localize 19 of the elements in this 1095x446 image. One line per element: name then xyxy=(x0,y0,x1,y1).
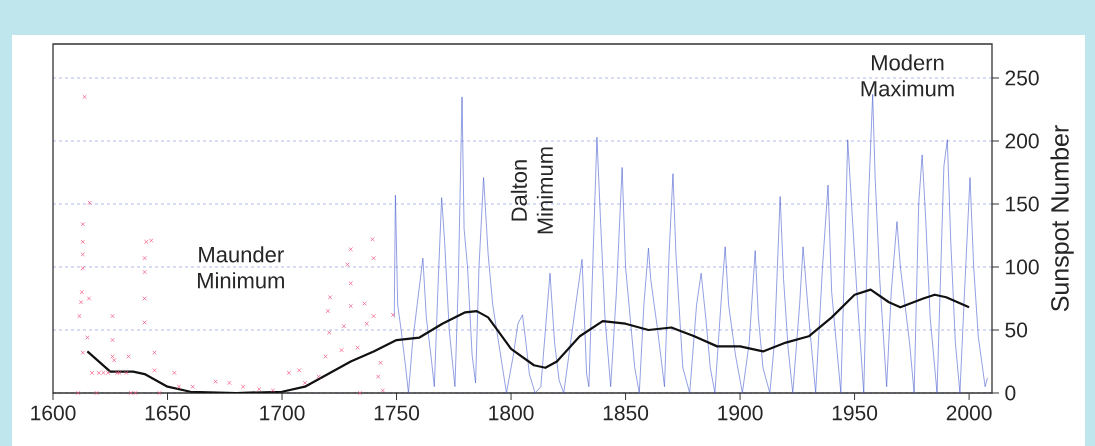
y-tick-label: 0 xyxy=(1005,385,1016,401)
y-tick-label: 100 xyxy=(1006,259,1039,275)
x-tick-label: 1650 xyxy=(145,405,191,421)
x-tick-label: 2000 xyxy=(946,405,992,421)
x-tick-label: 1900 xyxy=(718,405,763,421)
x-tick-label: 1950 xyxy=(832,405,878,421)
x-tick-label: 1750 xyxy=(374,405,420,421)
y-tick-label: 150 xyxy=(1006,196,1039,212)
x-tick-label: 1700 xyxy=(260,405,305,421)
y-tick-label: 50 xyxy=(1005,322,1028,338)
annotation: Dalton Minimum xyxy=(510,147,553,234)
y-tick-label: 250 xyxy=(1005,70,1039,86)
y-axis-title: Sunspot Number xyxy=(1050,125,1074,312)
annotation: Maunder Minimum xyxy=(198,246,284,289)
x-tick-label: 1800 xyxy=(489,405,534,421)
annotation: Modern Maximum xyxy=(861,54,954,97)
x-tick-label: 1600 xyxy=(31,405,76,421)
y-tick-label: 200 xyxy=(1005,133,1039,149)
x-tick-label: 1850 xyxy=(603,405,649,421)
